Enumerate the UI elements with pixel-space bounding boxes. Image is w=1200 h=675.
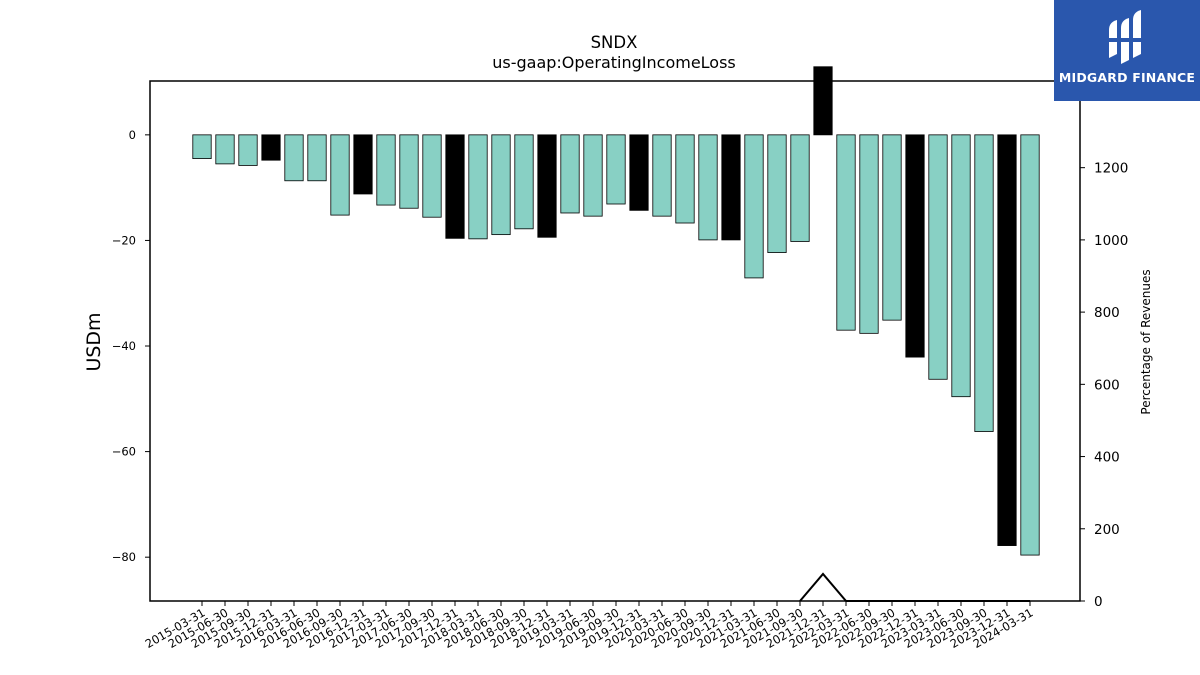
bar-2020-03-31 [652,134,672,217]
y2-tick-label: 1200 [1094,161,1128,177]
bar-2022-03-31 [836,134,856,331]
bar-2018-12-31 [537,134,557,238]
bar-2023-09-30 [974,134,994,432]
bar-2021-03-31 [744,134,764,279]
bar-2021-12-31 [813,66,833,136]
bar-2022-09-30 [882,134,902,321]
bar-2016-12-31 [353,134,373,195]
bar-2017-12-31 [445,134,465,239]
brand-logo: MIDGARD FINANCE [1054,0,1200,101]
chart-subtitle: us-gaap:OperatingIncomeLoss [492,53,736,72]
bar-2015-12-31 [261,134,281,161]
bar-2016-09-30 [330,134,350,216]
y-tick-label: 0 [129,128,136,142]
y2-tick-label: 200 [1094,522,1120,538]
y2-tick-label: 800 [1094,305,1120,321]
bar-2019-06-30 [583,134,603,217]
y-tick-label: −80 [112,550,136,564]
bar-2015-09-30 [238,134,258,166]
percentage-line [799,572,1030,602]
bar-2018-06-30 [491,134,511,236]
bar-2018-03-31 [468,134,488,240]
bar-2018-09-30 [514,134,534,230]
bar-2023-03-31 [928,134,948,380]
bar-2023-12-31 [997,134,1017,546]
y-tick-label: −40 [112,339,136,353]
bar-2015-06-30 [215,134,235,165]
bar-2021-06-30 [767,134,787,253]
y2-tick-label: 600 [1094,377,1120,393]
y-axis-label: USDm [83,312,105,371]
chart-title: SNDX [591,33,638,52]
bar-2020-12-31 [721,134,741,241]
bar-2022-06-30 [859,134,879,334]
logo-text: MIDGARD FINANCE [1058,70,1196,85]
y2-tick-label: 400 [1094,450,1120,466]
bar-2016-06-30 [307,134,327,182]
bar-2015-03-31 [192,134,212,160]
plot-frame [149,80,1081,602]
y2-tick-label: 1000 [1094,233,1128,249]
bar-2019-09-30 [606,134,626,205]
bar-2020-06-30 [675,134,695,224]
plot-area: 0−20−40−60−800200400600800100012002015-0… [112,66,1128,651]
bar-2017-03-31 [376,134,396,206]
midgard-logo-icon [1105,10,1145,64]
bar-2017-09-30 [422,134,442,218]
bar-2020-09-30 [698,134,718,241]
bar-2019-03-31 [560,134,580,214]
bar-2021-09-30 [790,134,810,242]
bar-2019-12-31 [629,134,649,211]
y2-tick-label: 0 [1094,594,1103,610]
bar-2022-12-31 [905,134,925,358]
y-tick-label: −60 [112,445,136,459]
bar-2023-06-30 [951,134,971,398]
bar-2024-03-31 [1020,134,1040,556]
bar-2016-03-31 [284,134,304,182]
y-tick-label: −20 [112,233,136,247]
bar-2017-06-30 [399,134,419,209]
y2-axis-label: Percentage of Revenues [1139,269,1153,414]
